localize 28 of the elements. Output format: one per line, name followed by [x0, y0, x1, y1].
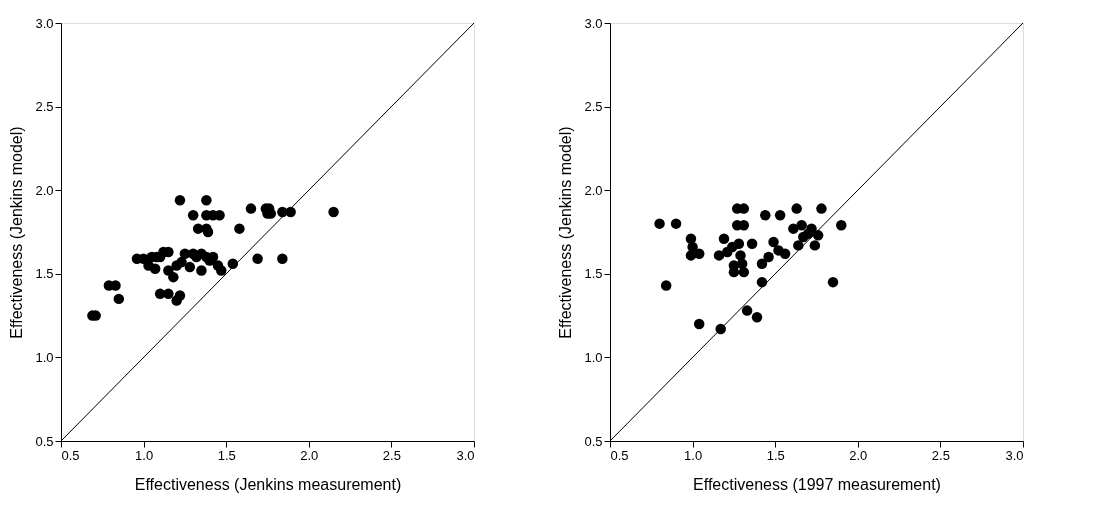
x-tick-label: 3.0	[1005, 447, 1024, 463]
y-tick-label: 1.5	[35, 266, 54, 282]
x-tick-label: 0.5	[61, 447, 80, 463]
x-tick-label: 1.0	[684, 447, 703, 463]
y-tick-label: 2.0	[35, 182, 54, 198]
y-tick-label: 1.5	[584, 266, 603, 282]
y-axis-title: Effectiveness (Jenkins model)	[8, 126, 26, 339]
y-tick-label: 3.0	[584, 15, 603, 31]
x-tick-label: 3.0	[456, 447, 475, 463]
x-tick-label: 1.0	[135, 447, 154, 463]
x-tick-label: 1.5	[217, 447, 236, 463]
y-tick-label: 2.5	[35, 99, 54, 115]
y-tick-label: 2.5	[584, 99, 603, 115]
y-tick-label: 1.0	[35, 349, 54, 365]
x-tick-label: 2.0	[849, 447, 868, 463]
y-tick-label: 2.0	[584, 182, 603, 198]
x-tick-label: 2.5	[931, 447, 950, 463]
x-tick-label: 0.5	[610, 447, 629, 463]
y-tick-label: 3.0	[35, 15, 54, 31]
y-tick-label: 0.5	[35, 433, 54, 449]
y-tick-label: 1.0	[584, 349, 603, 365]
y-axis-title: Effectiveness (Jenkins model)	[557, 126, 575, 339]
x-tick-label: 2.5	[382, 447, 401, 463]
x-tick-label: 2.0	[300, 447, 319, 463]
x-axis-title: Effectiveness (1997 measurement)	[693, 475, 941, 493]
x-axis-title: Effectiveness (Jenkins measurement)	[134, 475, 402, 493]
x-tick-label: 1.5	[766, 447, 785, 463]
y-tick-label: 0.5	[584, 433, 603, 449]
